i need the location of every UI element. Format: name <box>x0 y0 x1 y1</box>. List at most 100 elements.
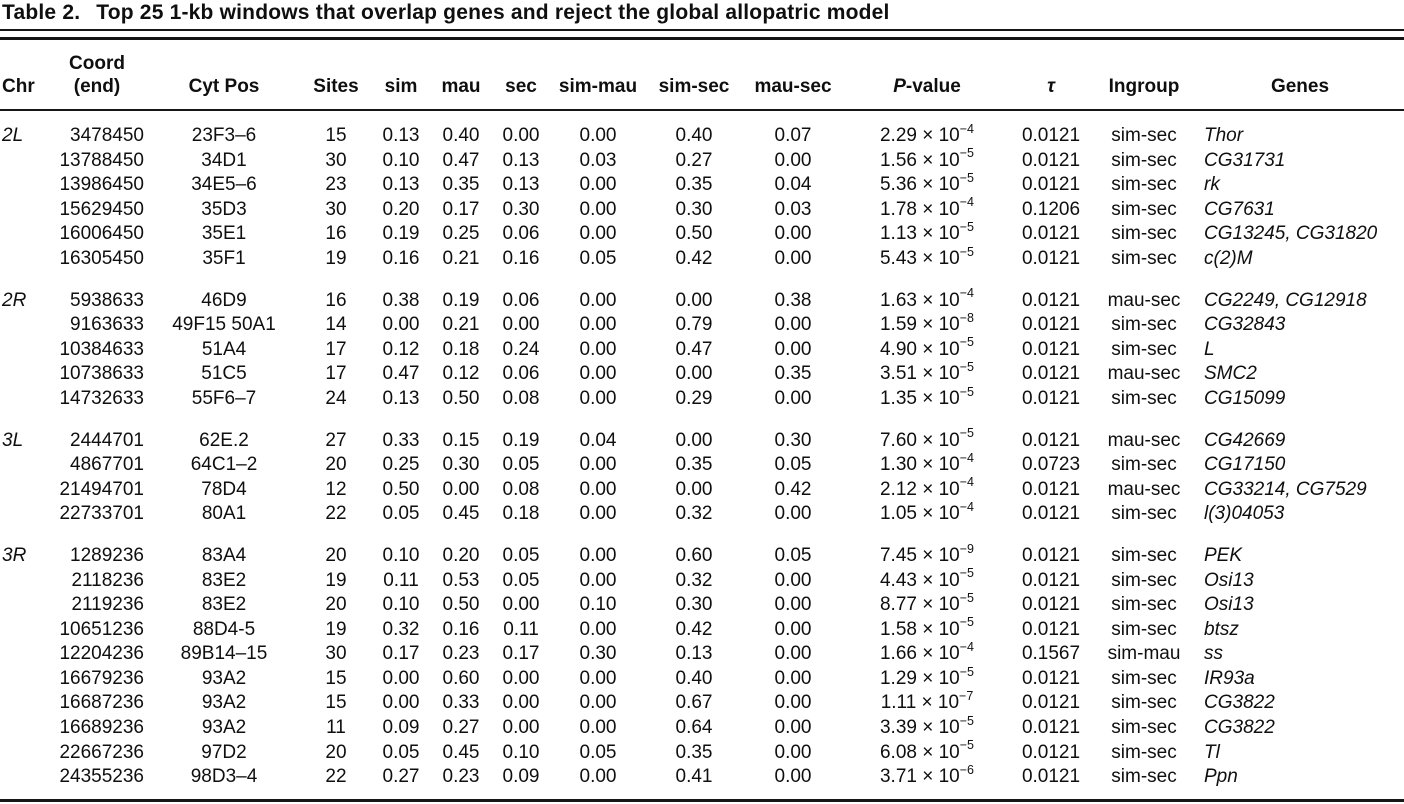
cell-ingroup: sim-sec <box>1111 741 1177 763</box>
cell-chr <box>0 149 46 174</box>
cell-p: 1.05 × 10−4 <box>879 499 975 525</box>
cell-sites: 11 <box>326 717 346 739</box>
table-row: 3L 2444701 62E.2 27 0.33 0.15 0.19 0.04 0.00 0.30… <box>0 427 1404 454</box>
cell-sim_sec: 0.27 <box>675 149 713 171</box>
cell-sim_mau: 0.00 <box>579 569 617 591</box>
table-row: 22667236 97D2 20 0.05 0.45 0.10 0.05 0.35 0.00 6.… <box>0 739 1404 766</box>
cell-tau: 0.1567 <box>1021 643 1081 665</box>
cell-sim_sec: 0.00 <box>675 363 713 385</box>
cell-tau: 0.0121 <box>1021 174 1081 196</box>
cell-coord: 5938633 <box>70 289 144 311</box>
cell-sec: 0.08 <box>502 478 540 500</box>
group-spacer <box>0 272 1404 289</box>
cell-mau: 0.45 <box>442 503 480 525</box>
cell-sites: 30 <box>325 198 347 220</box>
cell-ingroup: sim-sec <box>1111 387 1177 409</box>
cell-chr <box>0 313 46 338</box>
cell-tau: 0.0121 <box>1021 503 1081 525</box>
cell-p: 1.30 × 10−4 <box>879 450 975 476</box>
cell-p: 4.43 × 10−5 <box>879 566 975 591</box>
cell-mau_sec: 0.03 <box>774 198 812 220</box>
cell-sim: 0.47 <box>382 363 420 385</box>
cell-p: 1.66 × 10−4 <box>879 639 975 665</box>
cell-coord: 15629450 <box>59 198 144 220</box>
cell-sec: 0.08 <box>502 387 540 409</box>
table-row: 16305450 35F1 19 0.16 0.21 0.16 0.05 0.42 0.00 5.… <box>0 245 1404 272</box>
column-header-genes: Genes <box>1196 40 1404 111</box>
table-row: 10384633 51A4 17 0.12 0.18 0.24 0.00 0.47 0.00 4.… <box>0 336 1404 363</box>
cell-coord: 22667236 <box>59 741 144 763</box>
cell-genes: btsz <box>1204 618 1239 640</box>
cell-chr <box>0 247 46 272</box>
cell-sites: 19 <box>325 247 347 269</box>
cell-p: 3.71 × 10−6 <box>879 762 975 788</box>
cell-ingroup: sim-sec <box>1111 198 1177 220</box>
cell-cyt: 35E1 <box>201 223 247 245</box>
cell-mau_sec: 0.00 <box>774 717 812 739</box>
cell-mau_sec: 0.38 <box>774 289 812 311</box>
column-header-ingroup: Ingroup <box>1092 40 1196 111</box>
table-header: Chr Coord (end) Cyt Pos Sites sim mau sec sim-ma… <box>0 40 1404 111</box>
cell-genes: Osi13 <box>1204 594 1254 616</box>
cell-mau_sec: 0.00 <box>774 247 812 269</box>
cell-sim: 0.11 <box>383 569 419 591</box>
cell-mau: 0.35 <box>442 174 480 196</box>
column-header-tau: τ <box>1010 40 1092 111</box>
table-row: 15629450 35D3 30 0.20 0.17 0.30 0.00 0.30 0.03 1.… <box>0 195 1404 223</box>
p-value-exponent: −4 <box>959 286 975 301</box>
cell-tau: 0.0121 <box>1021 692 1081 714</box>
cell-mau_sec: 0.42 <box>774 478 812 500</box>
cell-sim_sec: 0.41 <box>675 766 713 788</box>
cell-chr: 3R <box>2 544 27 566</box>
cell-chr <box>0 173 46 198</box>
cell-chr <box>0 453 46 478</box>
p-value-exponent: −8 <box>959 310 975 325</box>
cell-p: 3.51 × 10−5 <box>879 360 975 385</box>
cell-tau: 0.0121 <box>1021 594 1081 616</box>
results-table: Chr Coord (end) Cyt Pos Sites sim mau sec sim-ma… <box>0 40 1404 802</box>
cell-tau: 0.0121 <box>1021 478 1081 500</box>
cell-p: 1.58 × 10−5 <box>879 615 975 640</box>
table-row: 10738633 51C5 17 0.47 0.12 0.06 0.00 0.00 0.35 3.… <box>0 360 1404 387</box>
cell-genes: ss <box>1204 643 1223 665</box>
cell-tau: 0.0121 <box>1021 544 1081 566</box>
table-row: 9163633 49F15 50A1 14 0.00 0.21 0.00 0.00 0.79 0… <box>0 310 1404 338</box>
cell-coord: 2118236 <box>71 569 144 591</box>
cell-tau: 0.0121 <box>1021 338 1081 360</box>
table-row: 2119236 83E2 20 0.10 0.50 0.00 0.10 0.30 0.00 8.7… <box>0 592 1404 618</box>
cell-cyt: 35F1 <box>202 247 246 269</box>
cell-sim_mau: 0.00 <box>579 289 617 311</box>
cell-sites: 20 <box>325 454 347 476</box>
cell-cyt: 93A2 <box>201 717 247 739</box>
cell-ingroup: sim-sec <box>1111 667 1177 689</box>
cell-genes: CG7631 <box>1204 198 1275 220</box>
cell-mau: 0.21 <box>442 314 480 336</box>
cell-mau_sec: 0.00 <box>774 314 812 336</box>
cell-genes: CG13245, CG31820 <box>1204 223 1378 245</box>
cell-mau_sec: 0.00 <box>774 741 812 763</box>
cell-sim_mau: 0.05 <box>579 741 617 763</box>
column-header-mau: mau <box>430 40 492 111</box>
cell-sec: 0.00 <box>502 667 540 689</box>
cell-sim_mau: 0.00 <box>579 314 617 336</box>
cell-sim_mau: 0.00 <box>579 454 617 476</box>
cell-ingroup: mau-sec <box>1107 363 1181 385</box>
cell-genes: Osi13 <box>1204 569 1254 591</box>
cell-sim_mau: 0.00 <box>579 667 617 689</box>
cell-sites: 15 <box>325 692 347 714</box>
cell-sites: 20 <box>325 544 347 566</box>
cell-mau_sec: 0.00 <box>774 643 812 665</box>
cell-p: 1.78 × 10−4 <box>879 195 975 220</box>
table-row: 16679236 93A2 15 0.00 0.60 0.00 0.00 0.40 0.00 1.… <box>0 665 1404 692</box>
cell-sim: 0.09 <box>382 717 420 739</box>
cell-sites: 15 <box>325 667 347 689</box>
cell-mau: 0.20 <box>442 544 480 566</box>
cell-sites: 30 <box>325 643 347 665</box>
cell-cyt: 46D9 <box>201 289 247 311</box>
cell-sim_mau: 0.00 <box>579 363 617 385</box>
cell-sim_mau: 0.10 <box>579 594 617 616</box>
table-title: Top 25 1-kb windows that overlap genes a… <box>96 1 890 24</box>
cell-sim_mau: 0.00 <box>579 544 617 566</box>
cell-genes: Ppn <box>1204 766 1238 788</box>
cell-sim_sec: 0.60 <box>675 544 713 566</box>
